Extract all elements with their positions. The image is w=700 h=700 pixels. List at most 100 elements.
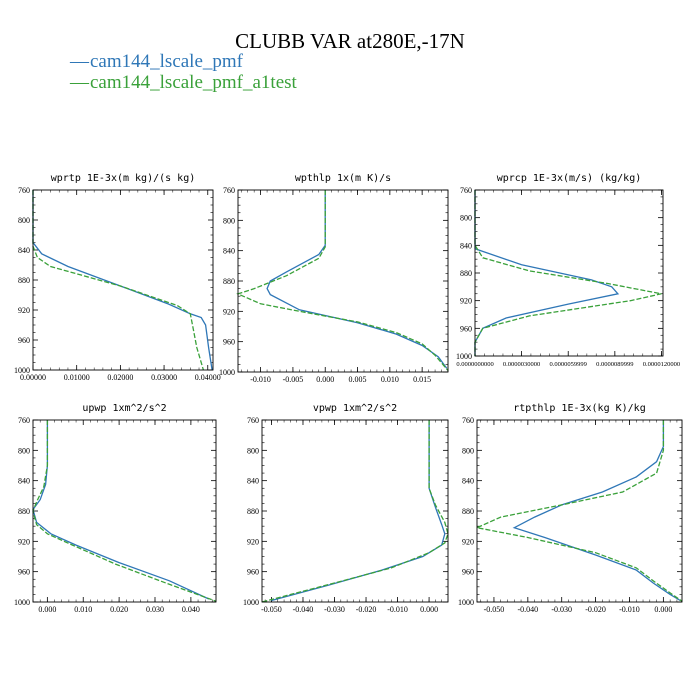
ytick-label-5-6: 1000: [243, 598, 259, 607]
panel-frame-5: [261, 419, 449, 603]
ytick-label-6-3: 880: [462, 507, 474, 516]
panels: wprtp 1E-3x(m kg)/(s kg) 760 800 840 880 920 9…: [14, 173, 683, 614]
xtick-label-1-0: 0.00000: [20, 373, 46, 382]
legend-marker-2: —: [69, 72, 90, 93]
series-line-2-2: [236, 190, 449, 371]
ytick-label-1-6: 1000: [14, 366, 30, 375]
series-line-3-2: [474, 190, 662, 356]
legend-label-2: cam144_lscale_pmf_a1test: [90, 72, 298, 93]
panel-frame-2: [237, 189, 449, 373]
xtick-label-3-1: 0.0000030000: [503, 361, 540, 368]
xtick-label-6-0: -0.050: [484, 605, 505, 614]
panel-title-1: wprtp 1E-3x(m kg)/(s kg): [51, 173, 196, 184]
xtick-label-4-3: 0.030: [146, 605, 164, 614]
ytick-label-5-0: 760: [247, 416, 259, 425]
series-line-2-1: [266, 190, 448, 369]
ytick-label-6-4: 920: [462, 537, 474, 546]
panel-2: wpthlp 1x(m K)/s 760 800 840 880 920 960 1000 -0…: [219, 173, 449, 384]
xtick-label-5-3: -0.020: [356, 605, 377, 614]
ytick-label-4-6: 1000: [14, 598, 30, 607]
xtick-label-4-0: 0.000: [38, 605, 56, 614]
ytick-label-1-1: 800: [18, 216, 30, 225]
ytick-label-6-6: 1000: [458, 598, 474, 607]
xtick-label-5-4: -0.010: [387, 605, 408, 614]
ytick-label-1-4: 920: [18, 306, 30, 315]
xtick-label-3-3: 0.0000089999: [596, 361, 633, 368]
ytick-label-3-0: 760: [460, 186, 472, 195]
xtick-label-6-1: -0.040: [517, 605, 538, 614]
ytick-label-5-1: 800: [247, 446, 259, 455]
xtick-label-6-2: -0.030: [551, 605, 572, 614]
panel-title-3: wprcp 1E-3x(m/s) (kg/kg): [497, 173, 642, 184]
xtick-label-5-2: -0.030: [324, 605, 345, 614]
ytick-label-4-5: 960: [18, 568, 30, 577]
xtick-label-4-2: 0.020: [110, 605, 128, 614]
series-line-5-2: [261, 420, 449, 603]
ytick-label-5-4: 920: [247, 537, 259, 546]
xtick-label-2-2: 0.000: [316, 375, 334, 384]
legend-entry-2: — cam144_lscale_pmf_a1test: [69, 72, 298, 93]
panel-frame-1: [32, 189, 214, 371]
ytick-label-1-0: 760: [18, 186, 30, 195]
ytick-label-4-3: 880: [18, 507, 30, 516]
xtick-label-5-1: -0.040: [293, 605, 314, 614]
ytick-label-2-3: 880: [223, 277, 235, 286]
ytick-label-1-3: 880: [18, 276, 30, 285]
xtick-label-2-1: -0.005: [283, 375, 304, 384]
ytick-label-2-1: 800: [223, 216, 235, 225]
series-line-1-2: [32, 190, 205, 371]
ytick-label-6-0: 760: [462, 416, 474, 425]
panel-title-4: upwp 1xm^2/s^2: [82, 403, 166, 414]
xtick-label-2-4: 0.010: [381, 375, 399, 384]
xtick-label-2-0: -0.010: [250, 375, 271, 384]
xtick-label-6-3: -0.020: [585, 605, 606, 614]
ytick-label-2-2: 840: [223, 247, 235, 256]
panel-frame-4: [32, 419, 217, 603]
panel-5: vpwp 1xm^2/s^27608008408809209601000-0.0…: [243, 403, 449, 614]
xtick-label-3-2: 0.0000059999: [550, 361, 587, 368]
ytick-label-2-4: 920: [223, 307, 235, 316]
xtick-label-6-5: 0.000: [654, 605, 672, 614]
panel-title-6: rtpthlp 1E-3x(kg K)/kg: [513, 403, 645, 414]
xtick-label-3-0: 0.0000000000: [456, 361, 493, 368]
ytick-label-6-1: 800: [462, 446, 474, 455]
ytick-label-3-4: 920: [460, 297, 472, 306]
legend-entry-1: — cam144_lscale_pmf: [69, 51, 244, 72]
ytick-label-2-6: 1000: [219, 368, 235, 377]
ytick-label-1-2: 840: [18, 246, 30, 255]
xtick-label-1-2: 0.02000: [107, 373, 133, 382]
ytick-label-3-1: 800: [460, 214, 472, 223]
ytick-label-5-3: 880: [247, 507, 259, 516]
series-line-6-2: [474, 420, 683, 602]
ytick-label-2-0: 760: [223, 186, 235, 195]
xtick-label-2-3: 0.005: [349, 375, 367, 384]
ytick-label-3-2: 840: [460, 241, 472, 250]
panel-frame-3: [474, 189, 664, 357]
legend: — cam144_lscale_pmf — cam144_lscale_pmf_…: [69, 51, 298, 93]
xtick-label-4-1: 0.010: [74, 605, 92, 614]
ytick-label-3-6: 1000: [456, 352, 472, 361]
xtick-label-3-4: 0.0000120000: [643, 361, 680, 368]
series-line-6-1: [512, 420, 681, 602]
panel-frame-6: [476, 419, 683, 603]
ytick-label-6-5: 960: [462, 568, 474, 577]
ytick-label-4-0: 760: [18, 416, 30, 425]
figure-title: CLUBB VAR at280E,-17N: [235, 29, 465, 53]
panel-3: wprcp 1E-3x(m/s) (kg/kg) 760 800 840 880 920 9…: [456, 173, 680, 368]
panel-6: rtpthlp 1E-3x(kg K)/kg 760 800 840 880 920 960…: [458, 403, 683, 614]
legend-marker-1: —: [69, 51, 90, 72]
xtick-label-1-4: 0.04000: [195, 373, 221, 382]
panel-1: wprtp 1E-3x(m kg)/(s kg) 760 800 840 880 920 9…: [14, 173, 221, 382]
ytick-label-2-5: 960: [223, 338, 235, 347]
ytick-label-4-1: 800: [18, 446, 30, 455]
xtick-label-4-4: 0.040: [182, 605, 200, 614]
ytick-label-6-2: 840: [462, 477, 474, 486]
panel-4: upwp 1xm^2/s^2 760 800 840 880 920 960 1000 0.00…: [14, 403, 217, 614]
xtick-label-5-0: -0.050: [261, 605, 282, 614]
xtick-label-6-4: -0.010: [619, 605, 640, 614]
ytick-label-3-3: 880: [460, 269, 472, 278]
ytick-label-4-2: 840: [18, 477, 30, 486]
panel-title-5: vpwp 1xm^2/s^2: [313, 403, 397, 414]
xtick-label-1-1: 0.01000: [64, 373, 90, 382]
